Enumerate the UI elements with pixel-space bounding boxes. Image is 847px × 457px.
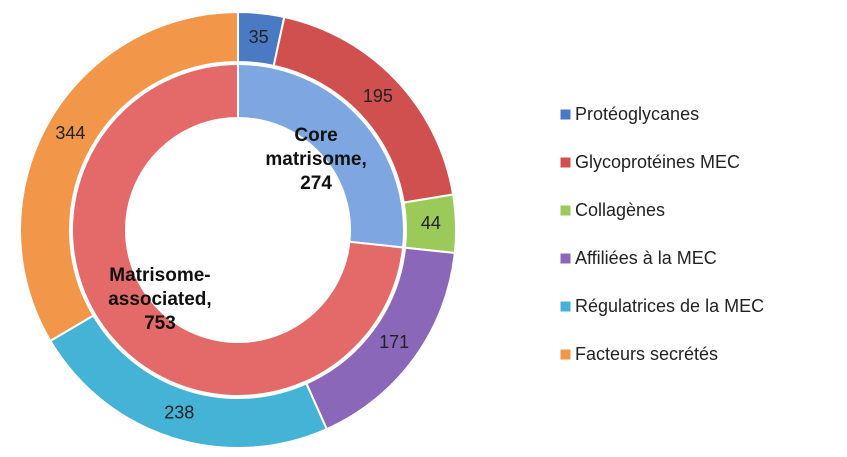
data-label: 44 bbox=[421, 213, 441, 233]
data-label: 238 bbox=[164, 403, 194, 423]
segment-label: Matrisome-associated, bbox=[108, 265, 212, 310]
data-label: 195 bbox=[363, 86, 393, 106]
donut-segment bbox=[71, 62, 405, 397]
legend-label: Protéoglycanes bbox=[575, 104, 699, 124]
data-label: 35 bbox=[249, 27, 269, 47]
legend-swatch bbox=[559, 348, 572, 361]
legend-label: Régulatrices de la MEC bbox=[575, 296, 764, 316]
legend-label: Affiliées à la MEC bbox=[575, 248, 717, 268]
legend-swatch bbox=[559, 108, 572, 121]
segment-label: Core matrisome, bbox=[265, 125, 366, 170]
segment-value: 274 bbox=[300, 173, 332, 194]
legend-swatch bbox=[559, 252, 572, 265]
legend-swatch bbox=[559, 300, 572, 313]
legend-label: Collagènes bbox=[575, 200, 665, 220]
segment-value: 753 bbox=[144, 313, 176, 334]
legend-label: Glycoprotéines MEC bbox=[575, 152, 740, 172]
data-label: 171 bbox=[379, 332, 409, 352]
data-label: 344 bbox=[55, 123, 85, 143]
legend-swatch bbox=[559, 156, 572, 169]
legend-label: Facteurs secrétés bbox=[575, 344, 718, 364]
donut-segment bbox=[19, 10, 239, 343]
legend-swatch bbox=[559, 204, 572, 217]
